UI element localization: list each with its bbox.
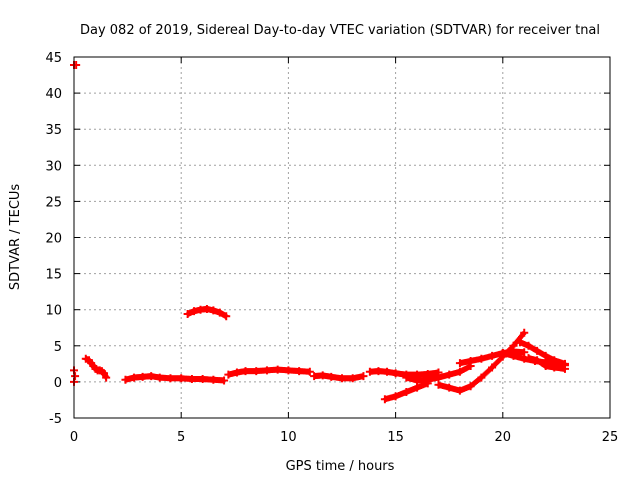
x-tick-label: 5 [177,430,185,445]
x-axis-label: GPS time / hours [286,459,395,474]
data-point [102,373,111,382]
y-tick-label: -5 [49,412,62,427]
series-late-3 [524,354,569,373]
grid-layer [74,57,610,418]
tick-layer: 0 5 10 15 20 25 -5 0 5 10 15 20 25 30 35 40 45 [45,51,618,445]
series-rise-1 [402,362,475,385]
data-point [71,372,80,381]
data-point [520,328,529,337]
data-point [220,376,229,385]
series-outlier [70,60,81,69]
x-tick-label: 25 [602,430,619,445]
data-point [560,364,569,373]
plot-border [73,56,611,419]
data-point [359,372,368,381]
y-tick-label: 15 [45,268,62,283]
y-tick-label: 5 [54,340,62,355]
x-tick-label: 10 [280,430,297,445]
series-rise-2 [434,328,529,395]
x-tick-label: 0 [70,430,78,445]
x-tick-label: 20 [495,430,512,445]
y-axis-label: SDTVAR / TECUs [8,184,23,291]
y-tick-label: 40 [45,87,62,102]
y-tick-label: 20 [45,232,62,247]
series-start-ticks [70,366,80,386]
series-low-dip [380,379,432,404]
y-tick-label: 0 [54,376,62,391]
y-tick-label: 10 [45,304,62,319]
points-layer [70,60,569,404]
y-tick-label: 25 [45,195,62,210]
data-point [72,60,81,69]
data-point [222,312,231,321]
series-arc [183,304,231,321]
series-track-c [310,371,368,383]
series-track-b [224,365,314,379]
series-early [81,354,111,382]
series-track-a [121,372,229,385]
data-point [305,367,314,376]
y-tick-label: 45 [45,51,62,66]
y-tick-label: 30 [45,159,62,174]
chart-title: Day 082 of 2019, Sidereal Day-to-day VTE… [80,23,600,38]
x-tick-label: 15 [387,430,404,445]
y-tick-label: 35 [45,123,62,138]
